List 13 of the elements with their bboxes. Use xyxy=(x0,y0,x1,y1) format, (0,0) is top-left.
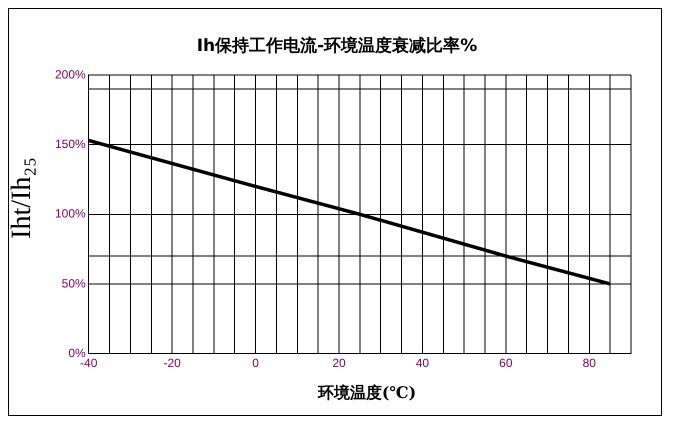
x-tick-label: 40 xyxy=(416,356,430,370)
y-axis-title: Iht/Ih₂₅ xyxy=(6,156,38,241)
x-tick-label: 60 xyxy=(499,356,513,370)
y-tick-label: 50% xyxy=(62,276,86,290)
x-tick-label: 0 xyxy=(252,356,260,370)
x-tick-label: -20 xyxy=(163,356,182,370)
chart-title: Ih保持工作电流-环境温度衰减比率% xyxy=(196,35,478,57)
y-tick-label: 150% xyxy=(54,136,86,151)
x-tick-label: 80 xyxy=(582,356,596,370)
y-tick-label: 200% xyxy=(54,67,86,82)
x-tick-label: 20 xyxy=(332,356,346,370)
x-axis-title: 环境温度(℃) xyxy=(316,383,418,404)
y-tick-label: 100% xyxy=(54,206,86,221)
